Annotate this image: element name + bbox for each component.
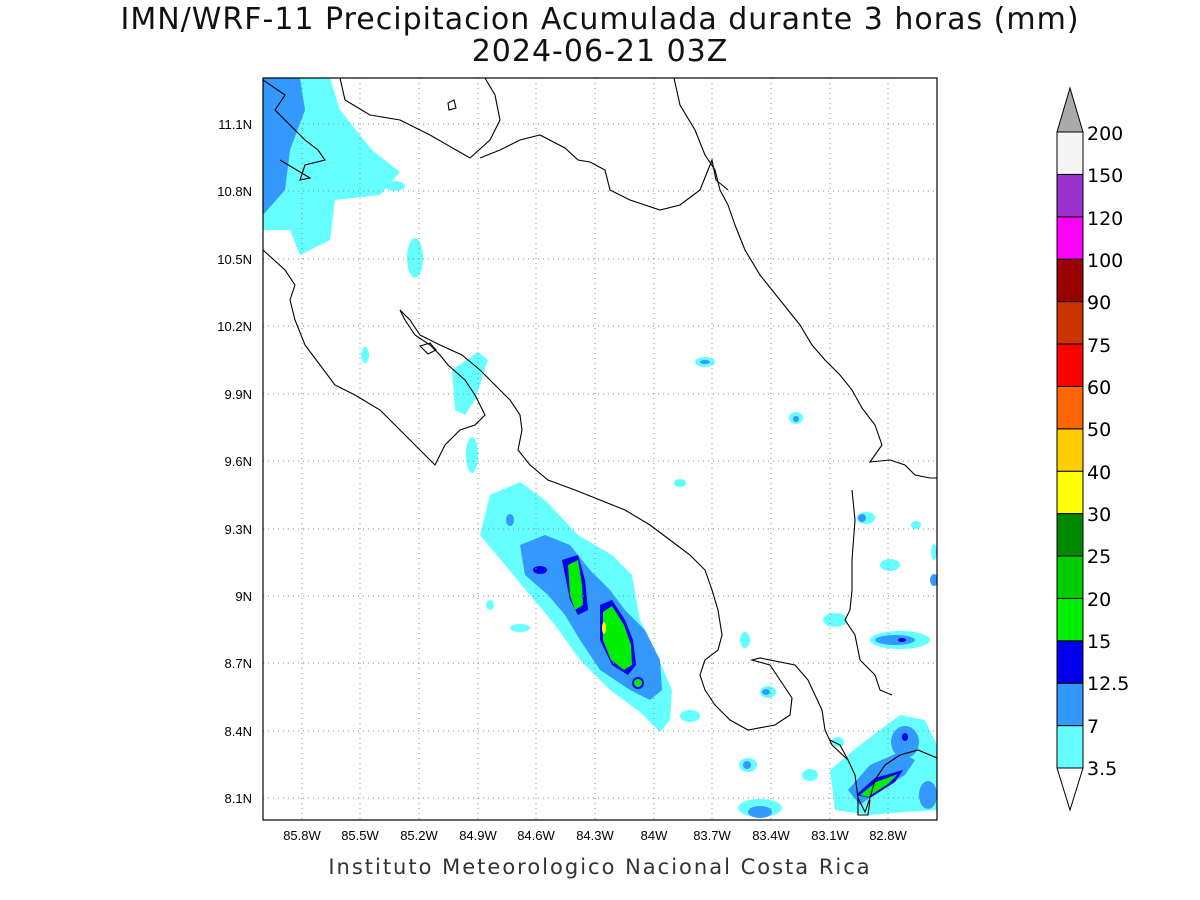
y-tick-label: 8.1N: [225, 791, 252, 806]
colorbar-label: 25: [1087, 546, 1111, 568]
y-tick-label: 9.6N: [225, 454, 252, 469]
colorbar-bottom-arrow: [1056, 767, 1084, 812]
plot-frame: [262, 77, 938, 821]
colorbar-box: [1056, 597, 1084, 642]
colorbar-label: 30: [1087, 504, 1111, 526]
y-tick-label: 10.5N: [217, 252, 252, 267]
colorbar-label: 120: [1087, 208, 1123, 230]
y-tick-label: 8.4N: [225, 724, 252, 739]
x-tick-label: 84.6W: [517, 828, 555, 843]
colorbar-labels: 3.5 7 12.5 15 20 25 30 40 50 60 75 90 10…: [1087, 123, 1129, 780]
colorbar-box: [1056, 513, 1084, 557]
colorbar-label: 40: [1087, 462, 1111, 484]
colorbar-box: [1056, 173, 1084, 218]
colorbar-top-arrow: [1056, 86, 1084, 133]
colorbar-label: 200: [1087, 123, 1123, 145]
x-tick-label: 85.8W: [283, 828, 321, 843]
institution-footer: Instituto Meteorologico Nacional Costa R…: [328, 855, 872, 879]
x-tick-label: 82.8W: [869, 828, 907, 843]
colorbar-box: [1056, 131, 1084, 175]
colorbar-label: 75: [1087, 335, 1111, 357]
colorbar-box: [1056, 258, 1084, 303]
colorbar-label: 150: [1087, 165, 1123, 187]
colorbar-label: 90: [1087, 292, 1111, 314]
x-tick-label: 84W: [641, 828, 668, 843]
colorbar-box: [1056, 640, 1084, 684]
colorbar-box: [1056, 301, 1084, 345]
colorbar-box: [1056, 428, 1084, 472]
colorbar-label: 7: [1087, 716, 1099, 738]
colorbar-label: 20: [1087, 589, 1111, 611]
y-tick-label: 11.1N: [218, 117, 252, 132]
colorbar: 3.5 7 12.5 15 20 25 30 40 50 60 75 90 10…: [1056, 86, 1129, 812]
x-tick-label: 83.4W: [752, 828, 790, 843]
y-tick-label: 9.3N: [225, 522, 252, 537]
y-tick-label: 10.8N: [217, 184, 252, 199]
y-axis: 11.1N 10.8N 10.5N 10.2N 9.9N 9.6N 9.3N 9…: [217, 117, 252, 806]
colorbar-label: 15: [1087, 631, 1111, 653]
colorbar-boxes: [1056, 131, 1084, 769]
colorbar-box: [1056, 216, 1084, 260]
y-tick-label: 9.9N: [225, 387, 252, 402]
colorbar-label: 12.5: [1087, 673, 1129, 695]
coastlines: [263, 78, 937, 816]
y-tick-label: 8.7N: [225, 656, 252, 671]
map-subtitle: 2024-06-21 03Z: [471, 34, 729, 69]
colorbar-label: 60: [1087, 377, 1111, 399]
x-tick-label: 84.3W: [576, 828, 614, 843]
x-tick-label: 85.2W: [400, 828, 438, 843]
x-tick-label: 85.5W: [341, 828, 379, 843]
y-tick-label: 9N: [235, 589, 252, 604]
colorbar-label: 100: [1087, 250, 1123, 272]
colorbar-label: 3.5: [1087, 758, 1117, 780]
colorbar-box: [1056, 682, 1084, 727]
colorbar-box: [1056, 725, 1084, 769]
x-tick-label: 83.1W: [811, 828, 849, 843]
colorbar-label: 50: [1087, 419, 1111, 441]
x-tick-label: 83.7W: [693, 828, 731, 843]
colorbar-box: [1056, 555, 1084, 599]
x-tick-label: 84.9W: [459, 828, 497, 843]
colorbar-box: [1056, 385, 1084, 430]
map-title: IMN/WRF-11 Precipitacion Acumulada duran…: [120, 2, 1080, 37]
y-tick-label: 10.2N: [217, 319, 252, 334]
x-axis: 85.8W 85.5W 85.2W 84.9W 84.6W 84.3W 84W …: [283, 828, 907, 843]
precipitation-field: [263, 78, 937, 818]
colorbar-box: [1056, 343, 1084, 387]
colorbar-box: [1056, 470, 1084, 515]
